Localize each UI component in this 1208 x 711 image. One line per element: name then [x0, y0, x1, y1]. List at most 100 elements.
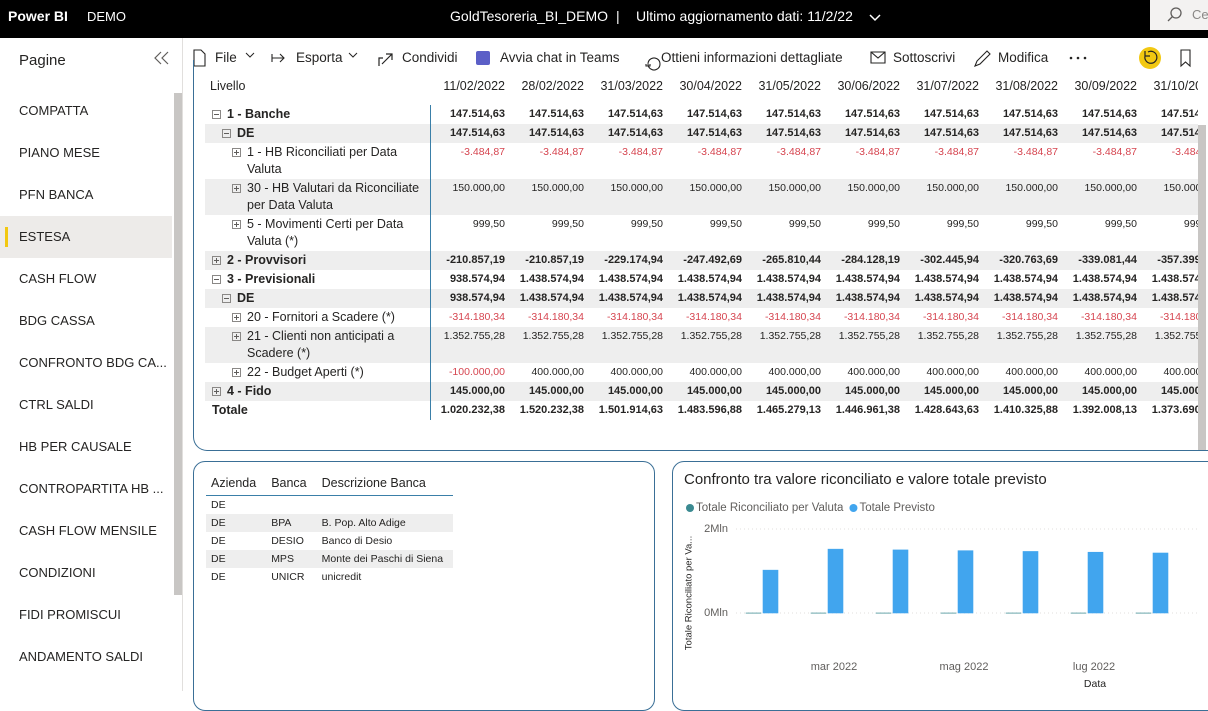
column-header[interactable]: Azienda	[206, 474, 266, 496]
matrix-cell: -3.484,87	[1062, 143, 1141, 179]
row-header-content: 1 - Banche	[205, 106, 430, 123]
column-header[interactable]: Banca	[266, 474, 316, 496]
matrix-cell: -210.857,19	[509, 251, 588, 270]
matrix-cell: 999,50	[825, 215, 904, 251]
expand-toggle[interactable]	[232, 184, 241, 193]
nav-page[interactable]: ESTESA	[0, 216, 172, 258]
matrix-cell: 1.438.574,94	[825, 289, 904, 308]
nav-page[interactable]: PIANO MESE	[0, 132, 172, 174]
nav-page[interactable]: HB PER CAUSALE	[0, 426, 172, 468]
expand-toggle[interactable]	[232, 220, 241, 229]
table-cell: Banco di Desio	[317, 532, 453, 550]
column-header[interactable]: 31/10/2022	[1141, 78, 1198, 105]
nav-page[interactable]: CASH FLOW	[0, 258, 172, 300]
column-header[interactable]: 31/05/2022	[746, 78, 825, 105]
matrix-row: 20 - Fornitori a Scadere (*)-314.180,34-…	[205, 308, 1198, 327]
matrix-cell: 150.000,00	[588, 179, 667, 215]
column-header[interactable]: Descrizione Banca	[317, 474, 453, 496]
column-header[interactable]: 11/02/2022	[430, 78, 509, 105]
matrix-scrollbar[interactable]	[1198, 125, 1206, 450]
column-header[interactable]: 31/03/2022	[588, 78, 667, 105]
matrix-cell: -314.180,34	[983, 308, 1062, 327]
nav-page[interactable]: CONDIZIONI	[0, 552, 172, 594]
nav-page[interactable]: CONFRONTO BDG CA...	[0, 342, 172, 384]
column-header[interactable]: 30/06/2022	[825, 78, 904, 105]
expand-toggle[interactable]	[212, 275, 221, 284]
matrix-cell: 1.438.574,94	[588, 289, 667, 308]
matrix-cell: 147.514,63	[983, 124, 1062, 143]
matrix-cell: -3.484,87	[1141, 143, 1198, 179]
matrix-row: 30 - HB Valutari da Riconciliate per Dat…	[205, 179, 1198, 215]
matrix-cell: -3.484,87	[509, 143, 588, 179]
matrix-cell: -3.484,87	[825, 143, 904, 179]
table-cell: unicredit	[317, 568, 453, 586]
matrix-cell: -314.180,34	[588, 308, 667, 327]
matrix-cell: -3.484,87	[667, 143, 746, 179]
expand-toggle[interactable]	[222, 294, 231, 303]
nav-page[interactable]: ANDAMENTO SALDI	[0, 636, 172, 678]
matrix-cell: 1.446.961,38	[825, 401, 904, 420]
row-label: 2 - Provvisori	[227, 252, 306, 269]
last-update[interactable]: Ultimo aggiornamento dati: 11/2/22	[636, 8, 853, 24]
matrix-cell: 150.000,00	[983, 179, 1062, 215]
row-header: DE	[205, 124, 430, 143]
column-header[interactable]: 31/08/2022	[983, 78, 1062, 105]
column-header[interactable]: 28/02/2022	[509, 78, 588, 105]
matrix-cell: 1.438.574,94	[509, 289, 588, 308]
row-header: 2 - Provvisori	[205, 251, 430, 270]
workspace[interactable]: DEMO	[87, 9, 126, 24]
matrix-row: 5 - Movimenti Certi per Data Valuta (*) 9…	[205, 215, 1198, 251]
row-header-content: DE	[205, 125, 430, 142]
row-header: 3 - Previsionali	[205, 270, 430, 289]
column-header[interactable]: 30/04/2022	[667, 78, 746, 105]
nav-page[interactable]: COMPATTA	[0, 90, 172, 132]
table-cell: B. Pop. Alto Adige	[317, 514, 453, 532]
matrix-cell: 1.352.755,28	[904, 327, 983, 363]
row-header-content: 2 - Provvisori	[205, 252, 430, 269]
matrix-cell: 999,50	[509, 215, 588, 251]
matrix-cell: -3.484,87	[746, 143, 825, 179]
matrix-cell: 145.000,00	[1062, 382, 1141, 401]
matrix-cell: -314.180,34	[509, 308, 588, 327]
expand-toggle[interactable]	[212, 256, 221, 265]
chevron-down[interactable]	[867, 10, 883, 26]
row-label: 1 - HB Riconciliati per Data Valuta	[247, 144, 430, 178]
search-box[interactable]: Cerca	[1150, 0, 1208, 30]
expand-toggle[interactable]	[232, 313, 241, 322]
matrix-cell: 147.514,63	[983, 105, 1062, 124]
nav-page[interactable]: PFN BANCA	[0, 174, 172, 216]
nav-page[interactable]: FIDI PROMISCUI	[0, 594, 172, 636]
matrix-cell: 147.514,63	[509, 124, 588, 143]
nav-page[interactable]: CTRL SALDI	[0, 384, 172, 426]
expand-toggle[interactable]	[212, 387, 221, 396]
expand-toggle[interactable]	[212, 110, 221, 119]
app-name[interactable]: Power BI	[8, 8, 68, 24]
expand-toggle[interactable]	[232, 368, 241, 377]
matrix-cell: 145.000,00	[667, 382, 746, 401]
column-header[interactable]: 31/07/2022	[904, 78, 983, 105]
nav-page[interactable]: CONTROPARTITA HB ...	[0, 468, 172, 510]
matrix-cell: 145.000,00	[746, 382, 825, 401]
matrix-cell: 145.000,00	[1141, 382, 1198, 401]
expand-toggle[interactable]	[232, 148, 241, 157]
table-cell: DE	[206, 532, 266, 550]
matrix-cell: 1.438.574,94	[825, 270, 904, 289]
nav-scrollbar[interactable]	[174, 93, 182, 595]
matrix-cell: 1.520.232,38	[509, 401, 588, 420]
matrix-cell: 1.020.232,38	[430, 401, 509, 420]
expand-toggle[interactable]	[232, 332, 241, 341]
nav-page[interactable]: BDG CASSA	[0, 300, 172, 342]
row-header: Totale	[205, 401, 430, 420]
collapse-icon[interactable]	[152, 50, 172, 66]
nav-page[interactable]: CASH FLOW MENSILE	[0, 510, 172, 552]
top-bar: Power BI DEMO GoldTesoreria_BI_DEMO | Ul…	[0, 0, 1208, 38]
row-label: 5 - Movimenti Certi per Data Valuta (*)	[247, 216, 430, 250]
expand-toggle[interactable]	[222, 129, 231, 138]
matrix-cell: 145.000,00	[588, 382, 667, 401]
column-header[interactable]: 30/09/2022	[1062, 78, 1141, 105]
matrix-cell: -314.180,34	[430, 308, 509, 327]
